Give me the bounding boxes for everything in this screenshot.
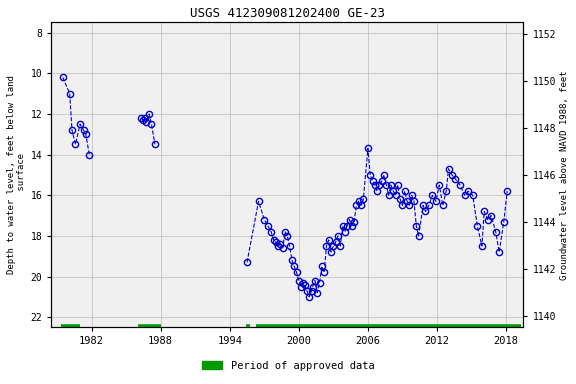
Y-axis label: Depth to water level, feet below land
 surface: Depth to water level, feet below land su…	[7, 76, 26, 274]
Legend: Period of approved data: Period of approved data	[198, 357, 378, 375]
Y-axis label: Groundwater level above NAVD 1988, feet: Groundwater level above NAVD 1988, feet	[560, 70, 569, 280]
Title: USGS 412309081202400 GE-23: USGS 412309081202400 GE-23	[190, 7, 385, 20]
